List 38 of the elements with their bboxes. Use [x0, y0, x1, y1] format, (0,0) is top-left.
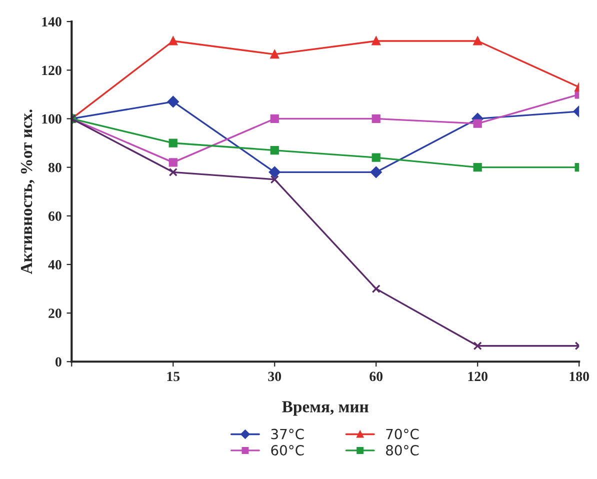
point — [168, 36, 178, 46]
legend-label: 37°C — [271, 428, 304, 440]
point — [270, 114, 279, 124]
point — [168, 158, 178, 167]
point — [270, 175, 279, 184]
x-tick-label: 120 — [468, 372, 488, 382]
legend-label: 70°C — [386, 428, 419, 440]
y-tick-label: 40 — [48, 260, 62, 270]
y-tick-label: 140 — [42, 17, 62, 27]
point — [168, 138, 178, 148]
y-tick-label: 0 — [56, 357, 62, 367]
point — [270, 50, 279, 59]
point — [473, 342, 482, 350]
point — [370, 166, 382, 178]
x-axis-title: Время, мин — [282, 401, 368, 416]
y-tick-label: 120 — [42, 66, 62, 76]
point — [473, 163, 482, 172]
x-tick-label: 180 — [570, 372, 589, 382]
point — [372, 114, 380, 124]
point — [372, 36, 380, 46]
point — [372, 153, 380, 162]
x-tick-label: 30 — [268, 372, 282, 382]
y-tick-label: 20 — [48, 308, 62, 318]
point — [168, 168, 178, 176]
point — [372, 284, 380, 294]
y-tick-label: 60 — [48, 211, 62, 221]
point — [473, 119, 482, 128]
x-tick-label: 60 — [370, 372, 383, 382]
legend-label: 60°C — [271, 445, 304, 456]
y-tick-label: 100 — [42, 114, 62, 124]
point — [270, 146, 279, 155]
y-axis-title: Активность, %от исх. — [20, 110, 35, 274]
point — [167, 96, 179, 108]
point — [268, 166, 280, 178]
x-tick-label: 15 — [167, 372, 180, 382]
point — [473, 36, 482, 46]
legend-label: 80°C — [386, 445, 419, 456]
y-tick-label: 80 — [48, 162, 62, 172]
